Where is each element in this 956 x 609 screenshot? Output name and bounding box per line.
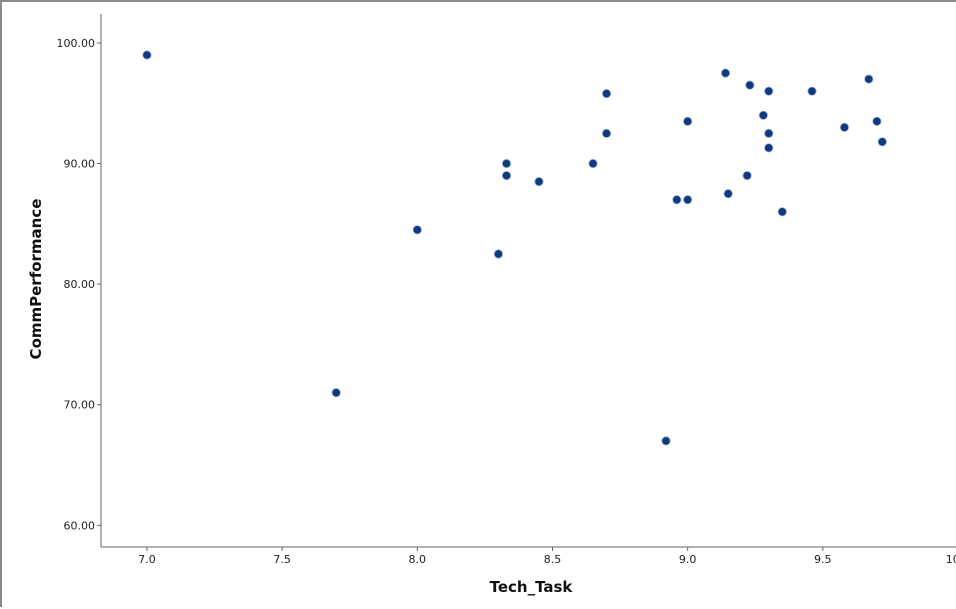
x-tick-label: 7.0	[138, 553, 156, 566]
data-point	[589, 159, 597, 167]
x-tick-label: 8.0	[409, 553, 427, 566]
data-point	[759, 111, 767, 119]
data-point	[602, 89, 610, 97]
data-point	[494, 250, 502, 258]
x-axis-title: Tech_Task	[490, 578, 574, 596]
x-tick-label: 9.0	[679, 553, 697, 566]
data-point	[765, 144, 773, 152]
data-point	[873, 117, 881, 125]
data-point	[602, 129, 610, 137]
y-tick-label: 60.00	[64, 519, 96, 532]
data-point	[808, 87, 816, 95]
data-point	[662, 437, 670, 445]
data-point	[878, 138, 886, 146]
y-tick-label: 70.00	[64, 399, 96, 412]
y-tick-label: 100.00	[57, 37, 96, 50]
axes	[101, 14, 956, 547]
data-point	[683, 196, 691, 204]
data-point	[765, 87, 773, 95]
data-point	[413, 226, 421, 234]
data-point	[743, 171, 751, 179]
y-tick-label: 80.00	[64, 278, 96, 291]
x-tick-label: 9.5	[814, 553, 832, 566]
data-point	[721, 69, 729, 77]
data-point	[765, 129, 773, 137]
data-point	[865, 75, 873, 83]
data-point	[502, 171, 510, 179]
y-tick-label: 90.00	[64, 158, 96, 171]
data-point	[724, 189, 732, 197]
data-point	[332, 388, 340, 396]
x-tick-label: 7.5	[273, 553, 291, 566]
data-points	[143, 51, 887, 445]
x-tick-label: 10.0	[946, 553, 956, 566]
data-point	[746, 81, 754, 89]
data-point	[683, 117, 691, 125]
data-point	[673, 196, 681, 204]
data-point	[535, 177, 543, 185]
x-tick-label: 8.5	[544, 553, 562, 566]
ticks: 7.0 7.5 8.0 8.5 9.0 9.5 10.0 60.00 70.00 80.00 90.…	[57, 37, 956, 566]
data-point	[840, 123, 848, 131]
data-point	[502, 159, 510, 167]
data-point	[143, 51, 151, 59]
data-point	[778, 208, 786, 216]
y-axis-title: CommPerformance	[27, 199, 45, 360]
